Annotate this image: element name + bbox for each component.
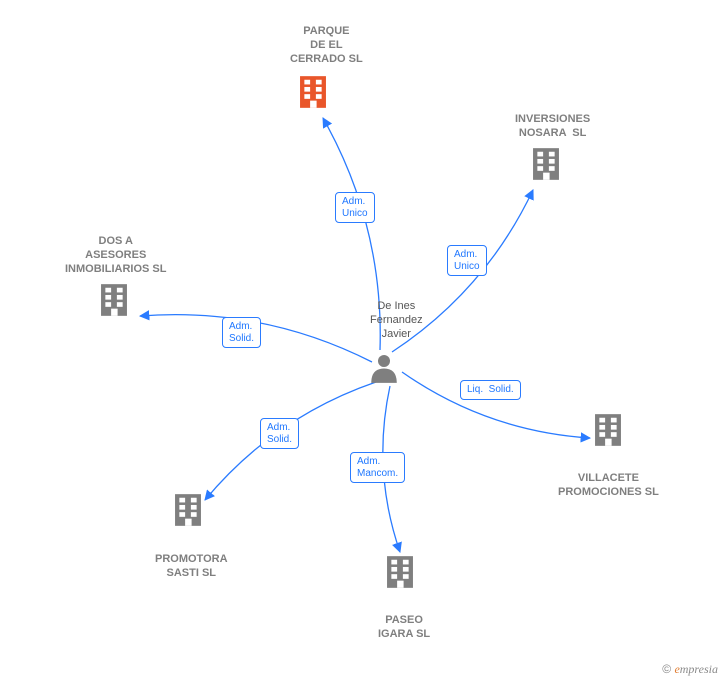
edge-label-paseo: Adm. Mancom. — [350, 452, 405, 483]
node-label-paseo: PASEO IGARA SL — [378, 614, 430, 642]
edge-label-promotora: Adm. Solid. — [260, 418, 299, 449]
node-label-villacete: VILLACETE PROMOCIONES SL — [558, 472, 659, 500]
icons-layer — [0, 0, 728, 685]
node-label-parque: PARQUE DE EL CERRADO SL — [290, 25, 363, 66]
building-icon-parque — [300, 76, 326, 108]
edge-label-parque: Adm. Unico — [335, 192, 375, 223]
node-label-promotora: PROMOTORA SASTI SL — [155, 553, 228, 581]
node-label-inversiones: INVERSIONES NOSARA SL — [515, 113, 590, 141]
center-label: De Ines Fernandez Javier — [370, 300, 423, 341]
building-icon-promotora — [175, 494, 201, 526]
building-icon-villacete — [595, 414, 621, 446]
edge-label-dosa: Adm. Solid. — [222, 317, 261, 348]
edge-label-inversiones: Adm. Unico — [447, 245, 487, 276]
edge-label-villacete: Liq. Solid. — [460, 380, 521, 400]
copyright-footer: © empresia — [662, 662, 718, 677]
building-icon-inversiones — [533, 148, 559, 180]
copyright-symbol: © — [662, 662, 671, 676]
building-icon-dosa — [101, 284, 127, 316]
node-label-dosa: DOS A ASESORES INMOBILIARIOS SL — [65, 235, 166, 276]
person-icon — [371, 355, 397, 383]
building-icon-paseo — [387, 556, 413, 588]
brand-name: mpresia — [680, 662, 718, 676]
